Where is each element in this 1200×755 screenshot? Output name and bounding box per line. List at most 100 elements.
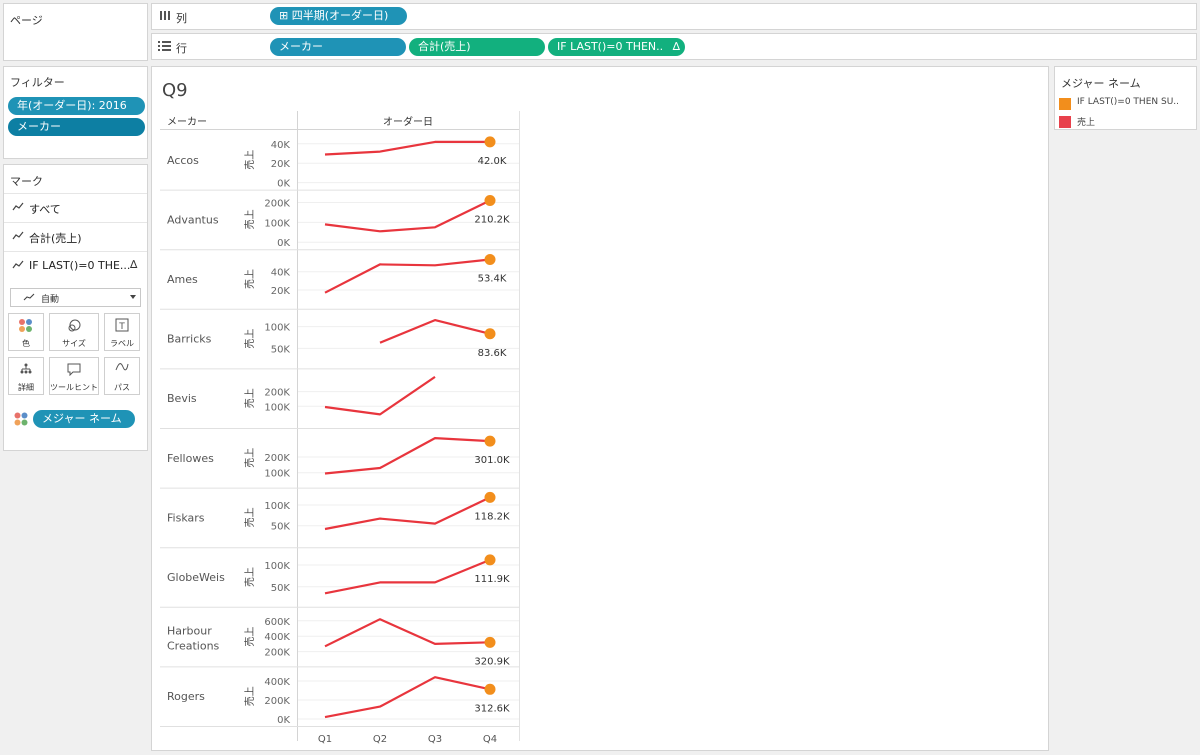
header-maker: メーカー	[167, 116, 207, 128]
filter-pill-maker[interactable]: メーカー	[8, 118, 145, 136]
maker-label-rogers: Rogers	[167, 690, 205, 703]
axis-title-sales: 売上	[243, 627, 256, 647]
axis-title-sales: 売上	[243, 686, 256, 706]
rows-shelf[interactable]: 行 メーカー 合計(売上) IF LAST()=0 THEN.. ∆	[151, 33, 1197, 60]
x-tick-label: Q2	[373, 734, 387, 745]
line-mark-icon	[23, 293, 35, 301]
pill-if-last-label: IF LAST()=0 THEN..	[557, 40, 664, 53]
color-icon	[9, 318, 43, 338]
sales-line-barricks	[379, 319, 491, 344]
y-tick-label: 50K	[271, 522, 291, 533]
mark-type-select[interactable]: 自動	[10, 288, 141, 307]
last-value-dot-rogers	[484, 683, 496, 695]
marks-row-all-label: すべて	[29, 203, 61, 216]
last-value-dot-accos	[484, 136, 496, 148]
path-button[interactable]: パス	[104, 357, 140, 395]
data-label-advantus: 210.2K	[474, 215, 510, 226]
axis-title-sales: 売上	[243, 150, 256, 170]
legend-item-sales[interactable]: 売上	[1059, 115, 1193, 129]
sales-line-globeweis	[324, 558, 491, 595]
axis-title-sales: 売上	[243, 269, 256, 289]
pill-if-last[interactable]: IF LAST()=0 THEN.. ∆	[548, 38, 685, 56]
color-button[interactable]: 色	[8, 313, 44, 351]
color-icon	[14, 412, 28, 429]
label-label: ラベル	[110, 339, 134, 348]
size-button[interactable]: サイズ	[49, 313, 99, 351]
maker-label-barricks: Barricks	[167, 333, 212, 346]
marks-row-if-last[interactable]: IF LAST()=0 THE... ∆	[4, 251, 147, 279]
pages-panel: ページ	[3, 3, 148, 61]
last-value-dot-barricks	[484, 328, 496, 340]
rows-icon	[158, 40, 171, 55]
last-value-dot-advantus	[484, 195, 496, 207]
data-label-globeweis: 111.9K	[474, 574, 510, 585]
maker-label-fellowes: Fellowes	[167, 452, 214, 465]
y-tick-label: 200K	[264, 696, 290, 707]
axis-title-sales: 売上	[243, 507, 256, 527]
mark-type-value: 自動	[41, 295, 60, 305]
label-button[interactable]: T ラベル	[104, 313, 140, 351]
last-value-dot-ames	[484, 253, 496, 265]
pill-maker[interactable]: メーカー	[270, 38, 406, 56]
text-label-icon: T	[105, 318, 139, 338]
marks-row-all[interactable]: すべて	[4, 193, 147, 221]
tooltip-button[interactable]: ツールヒント	[49, 357, 99, 395]
axis-title-sales: 売上	[243, 388, 256, 408]
columns-shelf[interactable]: 列 ⊞ 四半期(オーダー日)	[151, 3, 1197, 30]
sales-line-fiskars	[324, 496, 491, 531]
color-pill-measure-names[interactable]: メジャー ネーム	[33, 410, 135, 428]
axis-title-sales: 売上	[243, 448, 256, 468]
maker-label-globeweis: GlobeWeis	[167, 571, 225, 584]
worksheet-title: Q9	[162, 80, 188, 101]
tooltip-icon	[50, 362, 98, 382]
x-tick-label: Q1	[318, 734, 332, 745]
marks-row-sum-sales[interactable]: 合計(売上)	[4, 222, 147, 250]
maker-label-bevis: Bevis	[167, 392, 197, 405]
y-tick-label: 40K	[271, 140, 291, 151]
maker-label-advantus: Advantus	[167, 213, 219, 226]
header-order-date: オーダー日	[383, 115, 433, 128]
legend-label-if-last: IF LAST()=0 THEN SU..	[1077, 97, 1179, 107]
maker-label-fiskars: Fiskars	[167, 511, 205, 524]
size-icon	[50, 318, 98, 338]
detail-button[interactable]: 詳細	[8, 357, 44, 395]
sales-line-harbour-creations	[324, 618, 491, 648]
data-label-harbour-creations: 320.9K	[474, 656, 510, 667]
sales-line-advantus	[324, 199, 491, 233]
color-label: 色	[22, 339, 30, 348]
y-tick-label: 0K	[277, 238, 290, 249]
y-tick-label: 0K	[277, 179, 290, 190]
maker-label-harbour-creations: Harbour Creations	[167, 625, 220, 653]
sales-line-chart[interactable]: メーカー オーダー日 Accos 売上 40K 20K 0K 42.0K Advantus 売上 2…	[152, 107, 532, 747]
data-label-rogers: 312.6K	[474, 703, 510, 714]
y-tick-label: 40K	[271, 268, 291, 279]
legend-panel: メジャー ネーム IF LAST()=0 THEN SU.. 売上	[1054, 66, 1197, 130]
y-tick-label: 100K	[264, 323, 290, 334]
data-label-accos: 42.0K	[478, 156, 507, 167]
y-tick-label: 0K	[277, 715, 290, 726]
y-tick-label: 100K	[264, 469, 290, 480]
sales-line-bevis	[324, 375, 436, 416]
pill-sum-sales[interactable]: 合計(売上)	[409, 38, 545, 56]
tooltip-label: ツールヒント	[50, 383, 98, 392]
x-tick-label: Q4	[483, 734, 497, 745]
legend-swatch-orange	[1059, 98, 1071, 110]
size-label: サイズ	[62, 339, 86, 348]
maker-label-accos: Accos	[167, 154, 199, 167]
pages-title: ページ	[10, 14, 43, 27]
y-tick-label: 100K	[264, 501, 290, 512]
y-tick-label: 600K	[264, 617, 290, 628]
svg-text:T: T	[118, 322, 125, 332]
filters-panel: フィルター 年(オーダー日): 2016 メーカー	[3, 66, 148, 159]
legend-title: メジャー ネーム	[1061, 77, 1141, 90]
sales-line-ames	[324, 258, 491, 294]
y-tick-label: 100K	[264, 218, 290, 229]
filter-pill-year[interactable]: 年(オーダー日): 2016	[8, 97, 145, 115]
y-tick-label: 200K	[264, 648, 290, 659]
columns-icon	[159, 9, 171, 24]
data-label-ames: 53.4K	[478, 273, 507, 284]
y-tick-label: 400K	[264, 677, 290, 688]
legend-item-if-last[interactable]: IF LAST()=0 THEN SU..	[1059, 97, 1193, 111]
pill-quarter-order-date[interactable]: ⊞ 四半期(オーダー日)	[270, 7, 407, 25]
y-tick-label: 200K	[264, 453, 290, 464]
